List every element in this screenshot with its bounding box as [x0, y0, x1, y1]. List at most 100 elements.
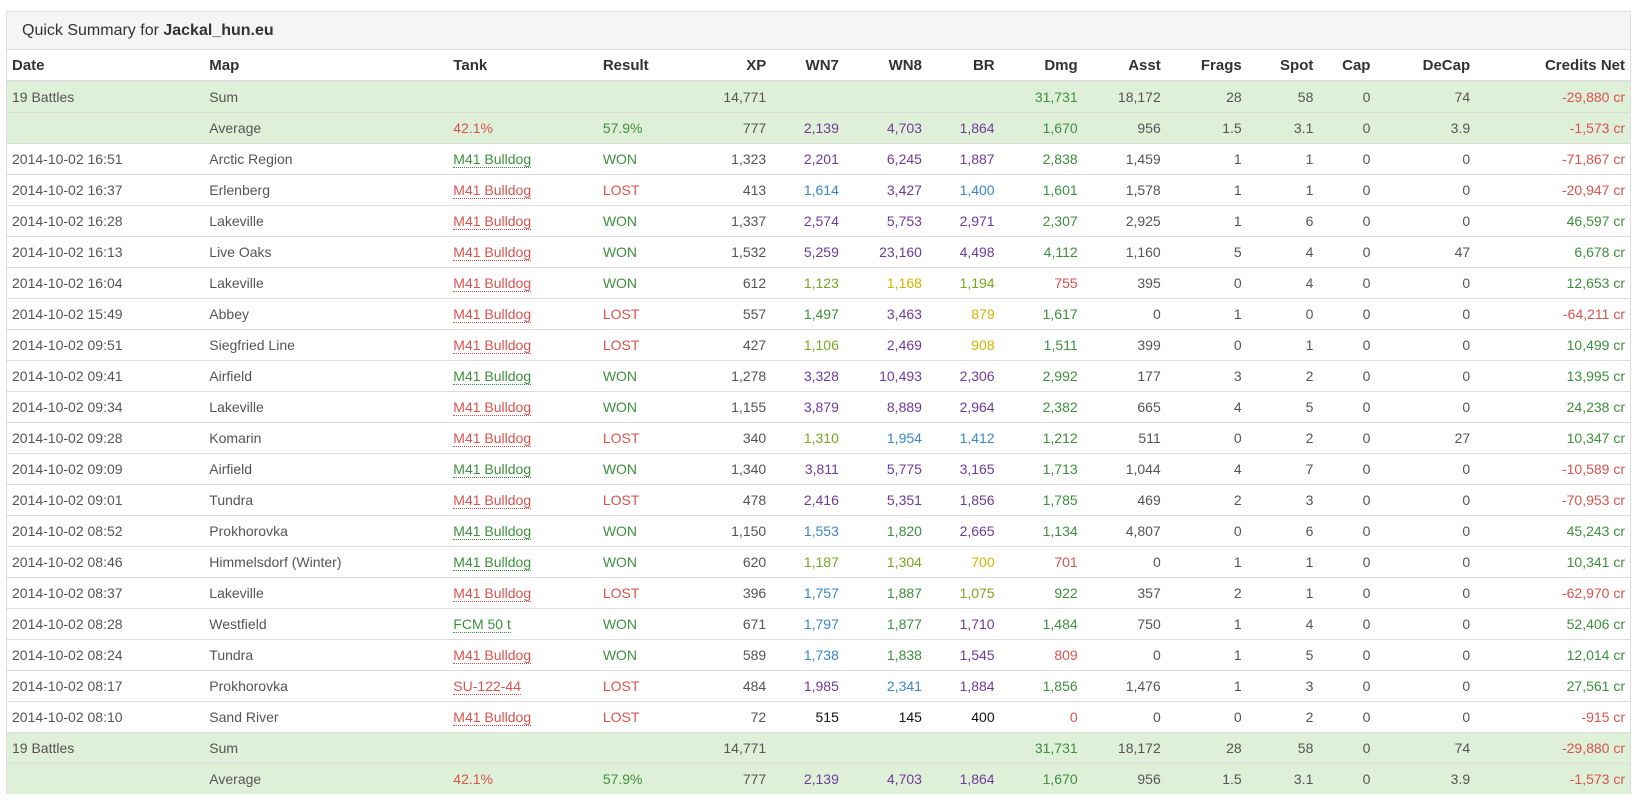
tank-link[interactable]: SU-122-44	[453, 678, 521, 695]
column-header-date[interactable]: Date	[7, 50, 205, 82]
cell-wn8: 8,889	[843, 391, 927, 423]
cell-date: 2014-10-02 08:46	[7, 546, 205, 578]
cell-wn8: 2,469	[843, 329, 927, 361]
cell-date: 2014-10-02 16:28	[7, 205, 205, 237]
column-header-frags[interactable]: Frags	[1165, 50, 1247, 82]
cell-tank: M41 Bulldog	[448, 174, 598, 206]
cell-decap: 0	[1375, 143, 1476, 175]
cell-br: 1,864	[926, 112, 1000, 144]
column-header-spot[interactable]: Spot	[1246, 50, 1319, 82]
cell-decap: 27	[1375, 422, 1476, 454]
column-header-asst[interactable]: Asst	[1082, 50, 1166, 82]
cell-result: WON	[597, 391, 681, 423]
cell-tank: M41 Bulldog	[448, 143, 598, 175]
cell-frags: 2	[1165, 577, 1247, 609]
cell-asst: 395	[1082, 267, 1166, 299]
tank-link[interactable]: M41 Bulldog	[453, 430, 532, 447]
cell-date	[7, 112, 205, 144]
table-row: 2014-10-02 16:04 Lakeville M41 Bulldog WON 6…	[7, 267, 1630, 299]
cell-cap: 0	[1318, 639, 1376, 671]
cell-wn7: 1,797	[771, 608, 844, 640]
column-header-br[interactable]: BR	[926, 50, 1000, 82]
quick-summary-panel: Quick Summary for Jackal_hun.eu Date Map T…	[6, 11, 1631, 794]
cell-br	[926, 80, 1000, 113]
summary-average-row: Average 42.1% 57.9% 777 2,139 4,703 1,864 1,670…	[7, 112, 1630, 144]
cell-tank: M41 Bulldog	[448, 546, 598, 578]
cell-wn8: 3,427	[843, 174, 927, 206]
tank-link[interactable]: M41 Bulldog	[453, 244, 532, 261]
tank-link[interactable]: M41 Bulldog	[453, 399, 532, 416]
cell-date: 2014-10-02 09:01	[7, 484, 205, 516]
cell-xp: 14,771	[680, 80, 772, 113]
cell-dmg: 1,212	[999, 422, 1083, 454]
cell-credits: 10,347 cr	[1475, 422, 1630, 454]
tank-link[interactable]: M41 Bulldog	[453, 461, 532, 478]
cell-credits: -62,970 cr	[1475, 577, 1630, 609]
cell-wn7: 2,201	[771, 143, 844, 175]
summary-sum-row: 19 Battles Sum 14,771 31,731 18,172 28 58 0 74 -2…	[7, 80, 1630, 113]
tank-link[interactable]: M41 Bulldog	[453, 182, 532, 199]
cell-wn7: 5,259	[771, 236, 844, 268]
title-prefix: Quick Summary for	[22, 22, 164, 39]
column-header-map[interactable]: Map	[204, 50, 449, 82]
cell-date: 2014-10-02 08:37	[7, 577, 205, 609]
cell-dmg: 1,484	[999, 608, 1083, 640]
tank-link[interactable]: M41 Bulldog	[453, 492, 532, 509]
tank-link[interactable]: FCM 50 t	[453, 616, 511, 633]
tank-link[interactable]: M41 Bulldog	[453, 647, 532, 664]
column-header-credits[interactable]: Credits Net	[1475, 50, 1630, 82]
tank-link[interactable]: M41 Bulldog	[453, 368, 532, 385]
tank-link[interactable]: M41 Bulldog	[453, 585, 532, 602]
cell-wn8: 10,493	[843, 360, 927, 392]
column-header-wn7[interactable]: WN7	[771, 50, 844, 82]
cell-tank: M41 Bulldog	[448, 639, 598, 671]
column-header-decap[interactable]: DeCap	[1375, 50, 1476, 82]
cell-wn7: 3,328	[771, 360, 844, 392]
cell-frags: 0	[1165, 422, 1247, 454]
cell-cap: 0	[1318, 80, 1376, 113]
cell-xp: 1,340	[680, 453, 772, 485]
cell-dmg: 1,511	[999, 329, 1083, 361]
tank-link[interactable]: M41 Bulldog	[453, 151, 532, 168]
cell-xp: 589	[680, 639, 772, 671]
cell-decap: 74	[1375, 732, 1476, 764]
cell-wn8: 1,304	[843, 546, 927, 578]
cell-map: Komarin	[204, 422, 449, 454]
column-header-xp[interactable]: XP	[680, 50, 772, 82]
tank-link[interactable]: M41 Bulldog	[453, 709, 532, 726]
cell-frags: 5	[1165, 236, 1247, 268]
cell-tank	[448, 732, 598, 764]
column-header-dmg[interactable]: Dmg	[999, 50, 1083, 82]
cell-frags: 1	[1165, 298, 1247, 330]
tank-link[interactable]: M41 Bulldog	[453, 554, 532, 571]
cell-wn8: 1,838	[843, 639, 927, 671]
cell-tank: M41 Bulldog	[448, 298, 598, 330]
cell-spot: 58	[1246, 732, 1319, 764]
tank-link[interactable]: M41 Bulldog	[453, 306, 532, 323]
column-header-cap[interactable]: Cap	[1318, 50, 1376, 82]
tank-link[interactable]: M41 Bulldog	[453, 213, 532, 230]
cell-credits: 10,341 cr	[1475, 546, 1630, 578]
column-header-tank[interactable]: Tank	[448, 50, 598, 82]
cell-decap: 3.9	[1375, 763, 1476, 794]
column-header-wn8[interactable]: WN8	[843, 50, 927, 82]
cell-map: Airfield	[204, 360, 449, 392]
cell-asst: 0	[1082, 639, 1166, 671]
column-header-result[interactable]: Result	[597, 50, 681, 82]
cell-credits: -64,211 cr	[1475, 298, 1630, 330]
cell-br: 879	[926, 298, 1000, 330]
cell-spot: 6	[1246, 515, 1319, 547]
tank-link[interactable]: M41 Bulldog	[453, 523, 532, 540]
cell-credits: 27,561 cr	[1475, 670, 1630, 702]
cell-frags: 1	[1165, 143, 1247, 175]
table-row: 2014-10-02 08:10 Sand River M41 Bulldog LOS…	[7, 701, 1630, 733]
tank-link[interactable]: M41 Bulldog	[453, 275, 532, 292]
cell-decap: 0	[1375, 205, 1476, 237]
cell-wn8: 4,703	[843, 112, 927, 144]
cell-wn8: 5,753	[843, 205, 927, 237]
cell-asst: 18,172	[1082, 732, 1166, 764]
tank-link[interactable]: M41 Bulldog	[453, 337, 532, 354]
cell-spot: 58	[1246, 80, 1319, 113]
cell-spot: 2	[1246, 701, 1319, 733]
cell-asst: 0	[1082, 701, 1166, 733]
